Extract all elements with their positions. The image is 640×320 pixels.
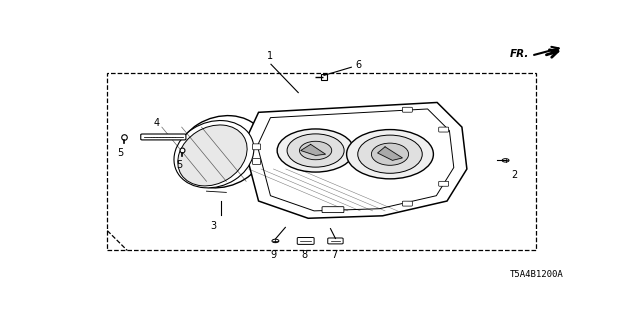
Text: 9: 9: [270, 250, 276, 260]
Circle shape: [272, 239, 279, 243]
Ellipse shape: [178, 125, 247, 186]
Ellipse shape: [177, 116, 266, 188]
Bar: [108, 73, 536, 250]
FancyBboxPatch shape: [253, 144, 260, 150]
Polygon shape: [257, 109, 454, 211]
FancyBboxPatch shape: [403, 107, 412, 112]
Text: 5: 5: [118, 148, 124, 158]
Text: 4: 4: [154, 117, 160, 128]
FancyBboxPatch shape: [322, 207, 344, 212]
Text: 7: 7: [332, 250, 337, 260]
Ellipse shape: [277, 129, 354, 172]
Text: 6: 6: [355, 60, 362, 70]
Polygon shape: [301, 144, 326, 156]
Text: 2: 2: [511, 170, 517, 180]
Circle shape: [502, 159, 509, 162]
Text: T5A4B1200A: T5A4B1200A: [510, 270, 564, 279]
Ellipse shape: [358, 135, 422, 173]
Text: 8: 8: [301, 250, 308, 260]
Text: 1: 1: [267, 51, 273, 60]
Ellipse shape: [174, 121, 254, 188]
FancyBboxPatch shape: [141, 134, 186, 140]
Ellipse shape: [300, 141, 332, 160]
Text: 3: 3: [210, 221, 216, 231]
FancyBboxPatch shape: [253, 159, 260, 164]
Ellipse shape: [347, 130, 433, 179]
Polygon shape: [378, 147, 403, 160]
Text: 5: 5: [176, 160, 182, 170]
Ellipse shape: [287, 134, 344, 167]
Ellipse shape: [371, 143, 408, 165]
FancyBboxPatch shape: [328, 238, 343, 244]
FancyBboxPatch shape: [297, 237, 314, 244]
Polygon shape: [244, 102, 467, 218]
FancyBboxPatch shape: [438, 181, 449, 186]
FancyBboxPatch shape: [403, 201, 412, 206]
FancyBboxPatch shape: [438, 127, 449, 132]
Text: FR.: FR.: [509, 49, 529, 60]
